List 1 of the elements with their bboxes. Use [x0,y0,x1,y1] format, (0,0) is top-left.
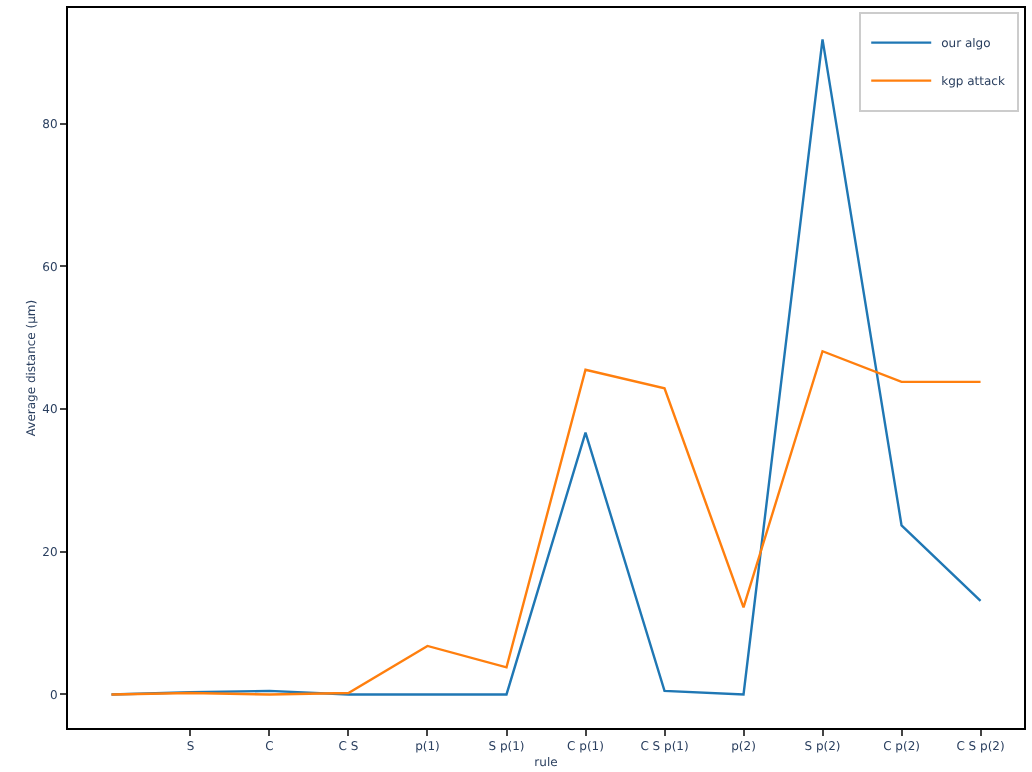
line-series [110,350,982,696]
